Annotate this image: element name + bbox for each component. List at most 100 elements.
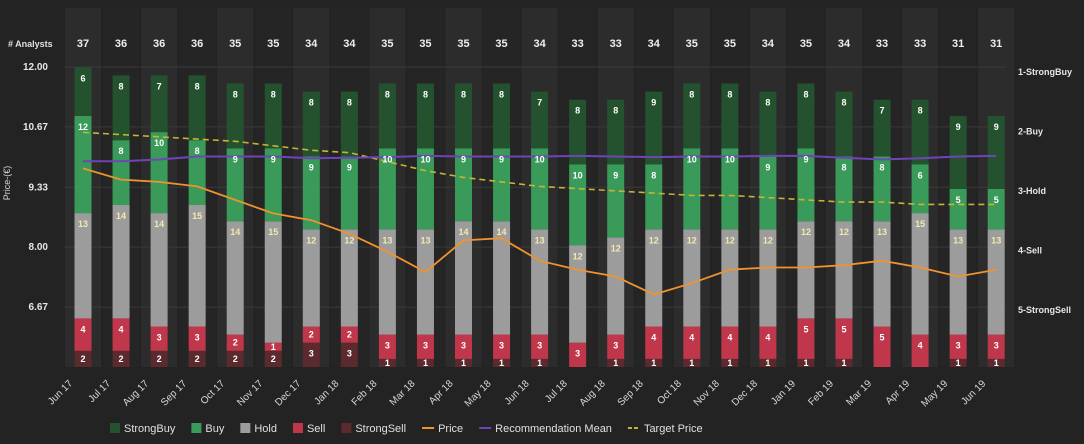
bar-value-label: 2: [157, 354, 162, 364]
bar-value-label: 12: [839, 227, 849, 237]
bar-value-label: 7: [537, 98, 542, 108]
bar-value-label: 9: [233, 154, 238, 164]
stacked-bars: [74, 67, 1005, 367]
bar-segment-hold: [150, 213, 168, 327]
bar-value-label: 9: [499, 154, 504, 164]
bar-segment-sell: [645, 326, 663, 359]
bar-value-label: 14: [154, 219, 164, 229]
bar-value-label: 8: [803, 90, 808, 100]
legend-label: Target Price: [644, 423, 703, 435]
bar-value-label: 8: [613, 106, 618, 116]
bar-value-label: 3: [613, 341, 618, 351]
bar-segment-strongbuy: [150, 75, 168, 133]
bar-segment-sell: [759, 326, 777, 359]
bar-value-label: 3: [195, 333, 200, 343]
bar-segment-sell: [569, 342, 587, 367]
bar-value-label: 8: [575, 106, 580, 116]
bar-segment-hold: [226, 221, 244, 335]
bar-value-label: 10: [154, 138, 164, 148]
bar-value-label: 9: [613, 171, 618, 181]
bar-value-label: 2: [347, 330, 352, 340]
rating-axis-label: 3-Hold: [1018, 186, 1046, 196]
bar-segment-buy: [226, 148, 244, 222]
bar-value-label: 10: [382, 154, 392, 164]
bar-value-label: 5: [803, 324, 808, 334]
recommendation-mean-line: [83, 154, 997, 163]
bar-value-label: 15: [915, 219, 925, 229]
bar-segment-buy: [493, 148, 511, 222]
bar-segment-strongbuy: [949, 115, 967, 189]
bar-value-label: 9: [765, 162, 770, 172]
analyst-count: 37: [77, 38, 89, 50]
bar-segment-hold: [721, 229, 739, 327]
bar-value-label: 8: [841, 98, 846, 108]
bar-segment-strongbuy: [378, 83, 396, 149]
legend-swatch-strongsell: [341, 423, 352, 433]
rating-axis-label: 1-StrongBuy: [1018, 67, 1072, 77]
bar-segment-hold: [873, 221, 891, 327]
bar-value-label: 8: [461, 90, 466, 100]
bar-segment-buy: [455, 148, 472, 222]
bar-value-label: 8: [689, 90, 694, 100]
bar-segment-strongbuy: [416, 83, 434, 149]
bar-segment-hold: [797, 221, 815, 319]
analyst-count: 31: [952, 38, 964, 50]
rating-axis-label: 4-Sell: [1018, 246, 1042, 256]
bar-segment-strongbuy: [721, 83, 739, 149]
bar-value-label: 9: [994, 122, 999, 132]
bar-segment-buy: [302, 156, 320, 230]
price-tick-label: 9.33: [29, 182, 49, 193]
analyst-count: 33: [914, 38, 926, 50]
legend-label: Hold: [254, 423, 277, 435]
bar-value-label: 8: [309, 98, 314, 108]
bar-value-label: 8: [119, 81, 124, 91]
bar-value-label: 12: [78, 122, 88, 132]
bar-value-label: 2: [233, 338, 238, 348]
bar-segment-strongbuy: [302, 91, 320, 157]
analyst-count: 35: [229, 38, 241, 50]
rating-axis-label: 5-StrongSell: [1018, 305, 1071, 315]
bar-value-label: 5: [956, 195, 961, 205]
bar-segment-strongbuy: [645, 91, 663, 165]
bar-segment-buy: [721, 148, 739, 230]
analyst-count: 34: [648, 38, 661, 50]
bar-segment-sell: [493, 334, 511, 359]
bar-value-label: 3: [157, 333, 162, 343]
bar-segment-sell: [455, 334, 472, 359]
bar-value-label: 13: [953, 235, 963, 245]
bar-segment-strongbuy: [455, 83, 472, 149]
bar-segment-strongsell: [835, 358, 853, 367]
bar-segment-sell: [607, 334, 625, 359]
bar-value-label: 1: [803, 358, 808, 368]
bar-segment-buy: [531, 148, 549, 230]
legend-label: StrongBuy: [124, 423, 176, 435]
analyst-count: 33: [876, 38, 888, 50]
bar-value-label: 8: [271, 90, 276, 100]
bar-segment-sell: [74, 318, 92, 351]
bar-segment-sell: [226, 334, 244, 351]
bar-segment-hold: [683, 229, 701, 327]
analyst-count: 34: [305, 38, 318, 50]
bar-value-label: 13: [382, 235, 392, 245]
price-tick-label: 8.00: [29, 242, 49, 253]
bar-segment-strongbuy: [493, 83, 511, 149]
bar-segment-strongsell: [455, 358, 472, 367]
bar-value-label: 8: [841, 162, 846, 172]
bar-segment-hold: [759, 229, 777, 327]
bar-segment-strongsell: [302, 342, 320, 367]
bar-segment-buy: [340, 156, 358, 230]
legend-label: Sell: [307, 423, 325, 435]
bar-value-label: 4: [689, 333, 694, 343]
bar-value-label: 1: [271, 342, 276, 352]
bar-value-label: 3: [423, 341, 428, 351]
bar-value-label: 8: [423, 90, 428, 100]
bar-segment-strongbuy: [873, 99, 891, 157]
bar-value-label: 4: [727, 333, 732, 343]
bar-segment-strongsell: [987, 358, 1005, 367]
bar-segment-strongsell: [112, 350, 130, 367]
bar-value-label: 10: [687, 154, 697, 164]
bar-segment-strongsell: [759, 358, 777, 367]
bar-value-label: 4: [765, 333, 770, 343]
bar-value-label: 12: [687, 235, 697, 245]
bar-segment-hold: [112, 205, 130, 319]
